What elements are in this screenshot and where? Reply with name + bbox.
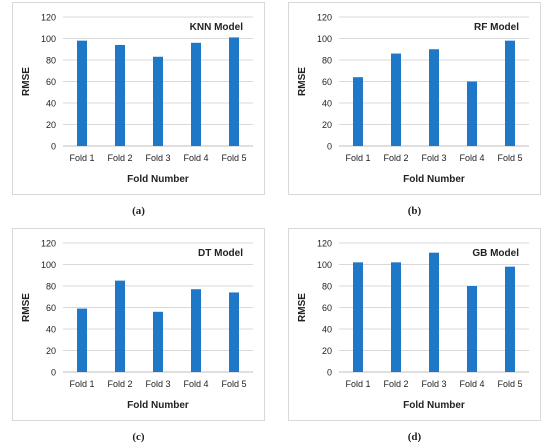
bar <box>467 81 477 146</box>
x-tick-label: Fold 4 <box>183 153 208 163</box>
chart-title: KNN Model <box>190 22 244 33</box>
caption-b: (b) <box>288 205 541 217</box>
bar <box>391 53 401 146</box>
chart-title: DT Model <box>198 248 243 259</box>
bar <box>505 40 515 146</box>
bar <box>467 286 477 372</box>
chart-panel-d: 0 20 40 60 80 100 120 Fold 1 Fold 2 Fold 3 Fold 4 F… <box>288 228 541 421</box>
chart-panel-c: 0 20 40 60 80 100 120 Fold 1 Fold 2 Fold 3 Fold 4 F… <box>12 228 265 421</box>
bar <box>77 308 87 372</box>
bar <box>353 77 363 146</box>
y-tick-label: 60 <box>46 77 56 87</box>
x-tick-label: Fold 5 <box>221 379 246 389</box>
y-tick-label: 100 <box>41 260 56 270</box>
x-tick-label: Fold 5 <box>497 379 522 389</box>
bar <box>77 40 87 146</box>
bar <box>229 292 239 372</box>
y-tick-label: 40 <box>46 325 56 335</box>
chart-svg-c: 0 20 40 60 80 100 120 Fold 1 Fold 2 Fold 3 Fold 4 F… <box>21 239 253 411</box>
bar <box>353 262 363 372</box>
y-tick-label: 60 <box>322 303 332 313</box>
y-tick-label: 80 <box>322 282 332 292</box>
y-tick-label: 100 <box>317 260 332 270</box>
x-tick-label: Fold 2 <box>107 153 132 163</box>
chart-panel-b: 0 20 40 60 80 100 120 Fold 1 Fold 2 Fold 3 Fold 4 F… <box>288 2 541 195</box>
y-tick-label: 40 <box>322 99 332 109</box>
y-tick-label: 20 <box>46 120 56 130</box>
y-tick-label: 80 <box>46 56 56 66</box>
bar <box>153 311 163 372</box>
x-tick-label: Fold 3 <box>145 153 170 163</box>
y-tick-label: 60 <box>46 303 56 313</box>
chart-svg-d: 0 20 40 60 80 100 120 Fold 1 Fold 2 Fold 3 Fold 4 F… <box>297 239 529 411</box>
caption-a: (a) <box>12 205 265 217</box>
bar <box>191 42 201 146</box>
y-tick-label: 120 <box>317 13 332 23</box>
y-tick-label: 120 <box>41 13 56 23</box>
bar <box>391 262 401 372</box>
bar <box>229 37 239 146</box>
caption-a-text: (a) <box>132 205 145 217</box>
chart-title: GB Model <box>472 248 519 259</box>
caption-c-text: (c) <box>132 431 145 443</box>
caption-d-text: (d) <box>407 431 422 443</box>
y-tick-label: 80 <box>322 56 332 66</box>
bar <box>115 280 125 372</box>
x-tick-label: Fold 3 <box>145 379 170 389</box>
x-tick-label: Fold 4 <box>183 379 208 389</box>
y-tick-label: 20 <box>46 346 56 356</box>
caption-b-text: (b) <box>407 205 422 217</box>
y-tick-label: 40 <box>322 325 332 335</box>
bar <box>191 289 201 372</box>
bar <box>429 252 439 372</box>
chart-title: RF Model <box>474 22 519 33</box>
chart-panel-a: 0 20 40 60 80 100 120 Fold 1 Fold 2 Fold 3 Fold 4 F… <box>12 2 265 195</box>
x-tick-label: Fold 5 <box>221 153 246 163</box>
bar <box>429 49 439 146</box>
y-tick-label: 80 <box>46 282 56 292</box>
y-tick-label: 120 <box>41 239 56 249</box>
x-tick-label: Fold 1 <box>345 153 370 163</box>
bar <box>505 266 515 372</box>
y-tick-label: 0 <box>51 142 56 152</box>
y-axis-label: RMSE <box>297 293 308 322</box>
y-tick-label: 100 <box>317 34 332 44</box>
caption-c: (c) <box>12 431 265 443</box>
x-tick-label: Fold 3 <box>421 379 446 389</box>
y-tick-label: 20 <box>322 120 332 130</box>
x-axis-label: Fold Number <box>403 174 465 185</box>
x-tick-label: Fold 1 <box>69 379 94 389</box>
x-tick-label: Fold 4 <box>459 153 484 163</box>
x-axis-label: Fold Number <box>127 174 189 185</box>
x-axis-label: Fold Number <box>127 400 189 411</box>
x-tick-label: Fold 2 <box>383 379 408 389</box>
y-tick-label: 60 <box>322 77 332 87</box>
x-tick-label: Fold 1 <box>69 153 94 163</box>
x-tick-label: Fold 1 <box>345 379 370 389</box>
y-tick-label: 40 <box>46 99 56 109</box>
y-axis-label: RMSE <box>297 67 308 96</box>
y-tick-label: 20 <box>322 346 332 356</box>
x-tick-label: Fold 2 <box>107 379 132 389</box>
x-tick-label: Fold 5 <box>497 153 522 163</box>
caption-d: (d) <box>288 431 541 443</box>
x-tick-label: Fold 3 <box>421 153 446 163</box>
bar <box>153 56 163 146</box>
y-tick-label: 0 <box>327 142 332 152</box>
y-axis-label: RMSE <box>21 293 32 322</box>
bar <box>115 44 125 147</box>
chart-svg-b: 0 20 40 60 80 100 120 Fold 1 Fold 2 Fold 3 Fold 4 F… <box>297 13 529 185</box>
x-axis-label: Fold Number <box>403 400 465 411</box>
x-tick-label: Fold 2 <box>383 153 408 163</box>
x-tick-label: Fold 4 <box>459 379 484 389</box>
y-tick-label: 100 <box>41 34 56 44</box>
y-tick-label: 120 <box>317 239 332 249</box>
y-tick-label: 0 <box>51 368 56 378</box>
chart-svg-a: 0 20 40 60 80 100 120 Fold 1 Fold 2 Fold 3 Fold 4 F… <box>21 13 253 185</box>
y-axis-label: RMSE <box>21 67 32 96</box>
y-tick-label: 0 <box>327 368 332 378</box>
